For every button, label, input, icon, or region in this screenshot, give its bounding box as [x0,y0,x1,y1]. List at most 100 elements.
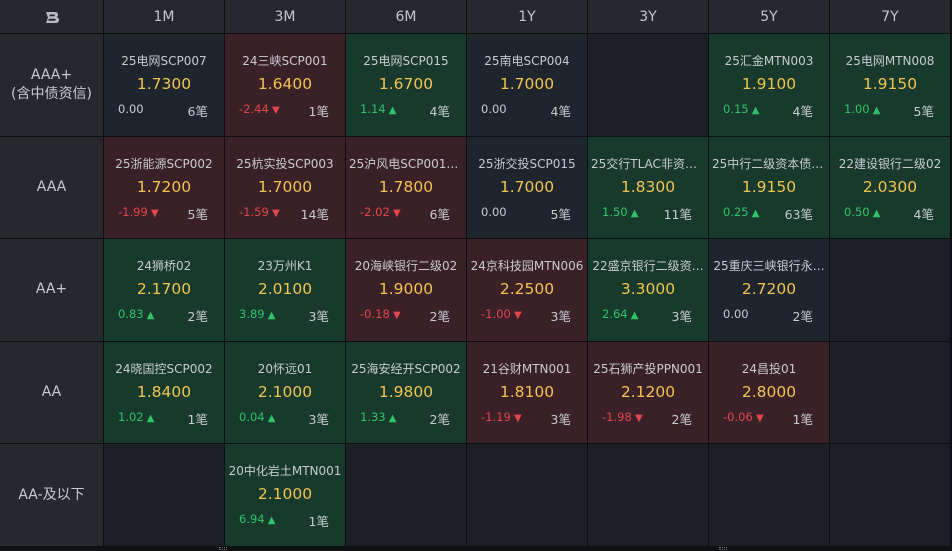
yield-change: 3.89 ▲ [239,307,275,321]
bond-yield: 1.9100 [741,75,797,93]
yield-change: 0.00 [118,102,144,116]
tenor-header-1y[interactable]: 1Y [467,0,588,34]
trade-count: 1笔 [187,411,208,427]
bond-cell[interactable]: 25交行TLAC非资本… 1.8300 1.50 ▲ 11笔 [588,136,709,240]
arrow-up-icon: ▲ [264,412,276,424]
bond-cell[interactable]: 25重庆三峡银行永… 2.7200 0.00 2笔 [709,239,830,342]
bond-cell[interactable]: 25海安经开SCP002 1.9800 1.33 ▲ 2笔 [346,341,467,445]
trade-count: 1笔 [792,411,813,427]
rating-label-3: AA [0,341,104,445]
yield-change: -1.00 ▼ [481,307,522,321]
tenor-header-7y[interactable]: 7Y [830,0,951,34]
bond-cell[interactable]: 24晓国控SCP002 1.8400 1.02 ▲ 1笔 [104,341,225,445]
trade-count: 4笔 [913,206,934,222]
bond-cell[interactable]: 25电网MTN008 1.9150 1.00 ▲ 5笔 [830,34,951,137]
bond-cell[interactable]: 22建设银行二级02 2.0300 0.50 ▲ 4笔 [830,136,951,240]
bond-cell[interactable]: 24昌投01 2.8000 -0.06 ▼ 1笔 [709,341,830,445]
bond-cell[interactable]: 25南电SCP004 1.7000 0.00 4笔 [467,34,588,137]
bond-yield: 2.0300 [862,177,918,196]
yield-change: -2.02 ▼ [360,205,401,219]
bond-cell[interactable]: 25中行二级资本债0… 1.9150 0.25 ▲ 63笔 [709,136,830,240]
yield-change: 1.14 ▲ [360,102,396,116]
trade-count: 3笔 [671,309,692,325]
trade-count: 5笔 [187,206,208,222]
bond-cell[interactable]: 24狮桥02 2.1700 0.83 ▲ 2笔 [104,239,225,342]
bond-yield: 1.8100 [499,382,555,401]
bond-cell[interactable]: 25电网SCP007 1.7300 0.00 6笔 [104,34,225,137]
bond-name: 20海峡银行二级02 [354,259,458,274]
arrow-up-icon: ▲ [385,412,397,424]
bond-cell[interactable]: 25浙交投SCP015 1.7000 0.00 5笔 [467,136,588,240]
bond-name: 25重庆三峡银行永… [713,259,825,274]
yield-change-value: -0.18 [360,307,390,322]
bond-name: 25浙能源SCP002 [115,156,213,171]
empty-cell [346,444,467,547]
yield-change-value: 0.00 [723,307,749,322]
bond-yield: 1.9800 [378,382,434,401]
bond-cell[interactable]: 24京科技园MTN006 2.2500 -1.00 ▼ 3笔 [467,239,588,342]
bond-cell[interactable]: 20中化岩土MTN001 2.1000 6.94 ▲ 1笔 [225,444,346,547]
bond-yield: 2.8000 [741,382,797,401]
bond-name: 25沪风电SCP001(… [349,156,464,171]
bond-name: 22建设银行二级02 [838,156,942,171]
bond-cell[interactable]: 25汇金MTN003 1.9100 0.15 ▲ 4笔 [709,34,830,137]
rating-label-2: AA+ [0,239,104,342]
arrow-up-icon: ▲ [264,515,276,527]
empty-cell [830,341,951,445]
yield-change-value: -2.44 [239,102,269,116]
bond-name: 24京科技园MTN006 [470,259,584,274]
yield-change: 0.25 ▲ [723,205,759,219]
arrow-up-icon: ▲ [385,105,397,116]
yield-change: 0.00 [481,205,507,219]
trade-count: 3笔 [308,411,329,427]
rating-label-1: AAA [0,136,104,240]
bond-cell[interactable]: 25杭实投SCP003 1.7000 -1.59 ▼ 14笔 [225,136,346,240]
arrow-down-icon: ▼ [268,105,280,116]
yield-change: 2.64 ▲ [602,307,638,321]
resize-grip[interactable] [219,547,227,550]
bond-cell[interactable]: 25电网SCP015 1.6700 1.14 ▲ 4笔 [346,34,467,137]
corner-logo[interactable] [0,0,104,34]
bond-cell[interactable]: 24三峡SCP001 1.6400 -2.44 ▼ 1笔 [225,34,346,137]
tenor-header-3y[interactable]: 3Y [588,0,709,34]
bond-cell[interactable]: 25石狮产投PPN001 2.1200 -1.98 ▼ 2笔 [588,341,709,445]
bond-cell[interactable]: 25浙能源SCP002 1.7200 -1.99 ▼ 5笔 [104,136,225,240]
bond-cell[interactable]: 21谷财MTN001 1.8100 -1.19 ▼ 3笔 [467,341,588,445]
tenor-header-3m[interactable]: 3M [225,0,346,34]
bond-yield: 1.9000 [378,280,434,299]
tenor-header-6m[interactable]: 6M [346,0,467,34]
trade-count: 2笔 [429,309,450,325]
bond-yield: 1.7000 [499,177,555,196]
arrow-up-icon: ▲ [627,207,639,219]
empty-cell [104,444,225,547]
bond-cell[interactable]: 23万州K1 2.0100 3.89 ▲ 3笔 [225,239,346,342]
arrow-down-icon: ▼ [510,412,522,424]
bond-yield: 1.6400 [257,75,313,93]
trade-count: 3笔 [550,411,571,427]
bond-name: 25浙交投SCP015 [478,156,576,171]
bond-yield: 1.6700 [378,75,434,93]
tenor-header-5y[interactable]: 5Y [709,0,830,34]
tenor-header-1m[interactable]: 1M [104,0,225,34]
yield-change-value: 0.04 [239,409,265,424]
resize-grip[interactable] [719,547,727,550]
bond-cell[interactable]: 25沪风电SCP001(… 1.7800 -2.02 ▼ 6笔 [346,136,467,240]
bond-cell[interactable]: 20海峡银行二级02 1.9000 -0.18 ▼ 2笔 [346,239,467,342]
rating-label-line1: AA-及以下 [18,486,85,503]
bond-name: 25石狮产投PPN001 [593,361,703,376]
bond-yield: 1.7200 [136,177,192,196]
bond-yield: 1.9150 [862,75,918,93]
bond-yield: 2.7200 [741,280,797,299]
bond-yield: 2.1700 [136,280,192,299]
trade-count: 1笔 [308,104,329,119]
trade-count: 63笔 [784,206,813,222]
bond-cell[interactable]: 22盛京银行二级资… 3.3000 2.64 ▲ 3笔 [588,239,709,342]
bond-yield: 2.1000 [257,485,313,504]
arrow-up-icon: ▲ [264,310,276,322]
bond-name: 25海安经开SCP002 [351,361,461,376]
bond-cell[interactable]: 20怀远01 2.1000 0.04 ▲ 3笔 [225,341,346,445]
arrow-up-icon: ▲ [869,207,881,219]
empty-cell [588,444,709,547]
yield-change: 6.94 ▲ [239,512,275,526]
rating-label-0: AAA+ (含中债资信) [0,34,104,137]
